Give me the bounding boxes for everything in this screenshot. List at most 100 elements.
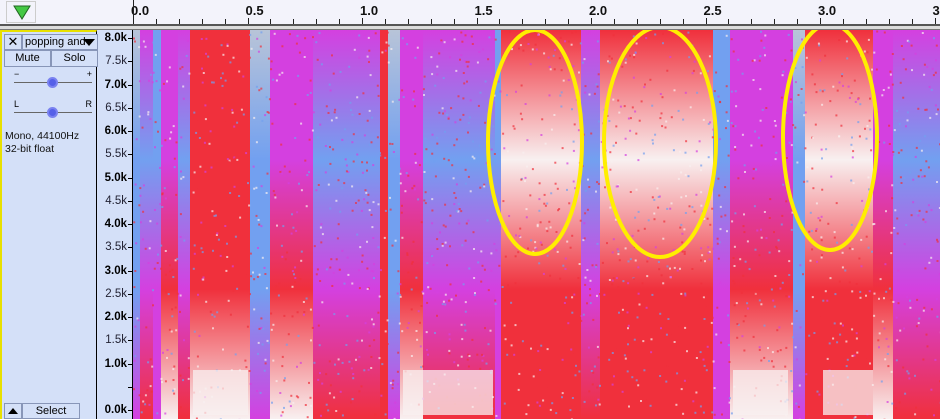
spectrogram-speckle: [748, 268, 751, 271]
timeline-ruler[interactable]: 0.00.51.01.52.02.53.03.5: [0, 0, 940, 26]
spectrogram-speckle: [372, 270, 375, 273]
spectrogram-speckle: [200, 38, 203, 40]
frequency-label: 5.5k: [105, 148, 127, 161]
spectrogram-speckle: [725, 127, 727, 130]
spectrogram-speckle: [865, 235, 868, 238]
spectrogram-speckle: [149, 385, 152, 388]
gain-slider-thumb[interactable]: [47, 77, 58, 88]
spectrogram-speckle: [406, 43, 409, 46]
spectrogram-speckle: [549, 274, 552, 277]
spectrogram[interactable]: [133, 30, 940, 419]
close-track-button[interactable]: ✕: [4, 34, 22, 50]
spectrogram-speckle: [328, 360, 331, 363]
spectrogram-speckle: [893, 129, 896, 132]
solo-button[interactable]: Solo: [51, 50, 98, 67]
spectrogram-speckle: [356, 339, 359, 342]
spectrogram-speckle: [744, 260, 747, 263]
spectrogram-speckle: [423, 75, 426, 78]
ruler-tick: [178, 19, 180, 24]
spectrogram-speckle: [548, 65, 551, 68]
spectrogram-speckle: [805, 56, 808, 59]
spectrogram-speckle: [351, 282, 354, 285]
select-track-button[interactable]: Select: [22, 403, 80, 419]
spectrogram-speckle: [707, 156, 710, 159]
spectrogram-speckle: [928, 261, 931, 264]
spectrogram-speckle: [370, 270, 373, 272]
spectrogram-speckle: [583, 222, 586, 225]
spectrogram-speckle: [436, 314, 438, 317]
spectrogram-speckle: [848, 96, 851, 99]
spectrogram-speckle: [914, 374, 916, 377]
spectrogram-speckle: [869, 128, 872, 131]
spectrogram-speckle: [227, 160, 230, 163]
collapse-track-button[interactable]: [4, 403, 22, 419]
spectrogram-speckle: [169, 270, 172, 273]
spectrogram-speckle: [691, 295, 694, 298]
spectrogram-speckle: [281, 172, 283, 175]
spectrogram-speckle: [363, 134, 366, 137]
spectrogram-band: [140, 30, 153, 419]
play-head-button[interactable]: [6, 1, 36, 23]
spectrogram-band: [190, 30, 250, 419]
ruler-tick: [339, 19, 341, 24]
spectrogram-speckle: [851, 146, 854, 149]
spectrogram-speckle: [145, 326, 148, 329]
spectrogram-speckle: [584, 276, 587, 279]
spectrogram-speckle: [358, 287, 361, 290]
spectrogram-speckle: [732, 125, 735, 128]
spectrogram-speckle: [330, 119, 333, 122]
spectrogram-speckle: [743, 231, 746, 234]
pan-slider-thumb[interactable]: [47, 107, 58, 118]
spectrogram-speckle: [493, 153, 496, 155]
spectrogram-speckle: [561, 396, 563, 399]
spectrogram-speckle: [744, 171, 746, 173]
spectrogram-speckle: [684, 294, 687, 297]
spectrogram-speckle: [270, 60, 273, 63]
spectrogram-speckle: [341, 361, 344, 364]
spectrogram-speckle: [460, 54, 463, 57]
spectrogram-speckle: [601, 406, 603, 409]
spectrogram-speckle: [650, 351, 653, 354]
spectrogram-speckle: [527, 247, 529, 250]
spectrogram-speckle: [717, 257, 720, 260]
spectrogram-speckle: [610, 160, 613, 163]
spectrogram-speckle: [791, 211, 794, 214]
spectrogram-speckle: [462, 72, 465, 74]
spectrogram-speckle: [334, 363, 336, 366]
spectrogram-speckle: [699, 351, 702, 354]
track-name-menu[interactable]: popping and: [22, 34, 98, 50]
spectrogram-speckle: [611, 283, 614, 286]
spectrogram-speckle: [544, 407, 547, 410]
spectrogram-speckle: [221, 107, 224, 110]
spectrogram-speckle: [695, 357, 698, 359]
spectrogram-speckle: [760, 39, 763, 42]
spectrogram-speckle: [679, 150, 681, 153]
spectrogram-speckle: [160, 267, 163, 270]
spectrogram-speckle: [283, 314, 286, 317]
spectrogram-speckle: [638, 119, 641, 122]
spectrogram-speckle: [436, 238, 439, 241]
spectrogram-speckle: [612, 98, 615, 101]
spectrogram-speckle: [734, 148, 737, 151]
mute-button[interactable]: Mute: [4, 50, 51, 67]
gain-slider[interactable]: − +: [14, 69, 92, 92]
spectrogram-speckle: [792, 336, 794, 339]
spectrogram-speckle: [154, 31, 156, 34]
spectrogram-speckle: [657, 196, 660, 198]
spectrogram-speckle: [666, 207, 669, 210]
spectrogram-speckle: [313, 361, 316, 364]
spectrogram-speckle: [670, 311, 673, 314]
pan-slider[interactable]: L R: [14, 99, 92, 122]
spectrogram-speckle: [924, 135, 926, 138]
spectrogram-speckle: [368, 49, 371, 52]
spectrogram-speckle: [495, 414, 498, 417]
spectrogram-speckle: [599, 384, 601, 387]
spectrogram-speckle: [253, 187, 256, 190]
spectrogram-speckle: [838, 280, 841, 283]
spectrogram-speckle: [288, 170, 291, 173]
spectrogram-speckle: [473, 157, 476, 160]
spectrogram-speckle: [431, 209, 434, 212]
spectrogram-speckle: [306, 416, 309, 419]
spectrogram-speckle: [304, 37, 307, 40]
spectrogram-speckle: [441, 243, 444, 245]
